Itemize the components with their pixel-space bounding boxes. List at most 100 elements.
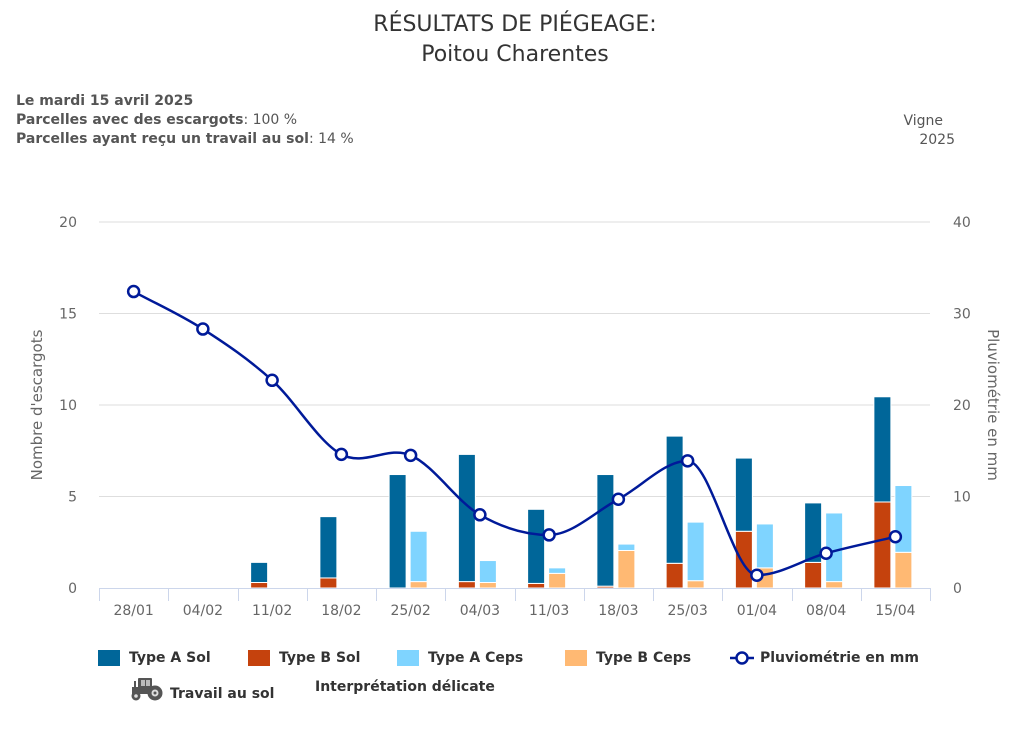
- x-tick-label: 18/02: [321, 603, 361, 619]
- bar-type-a-ceps: [755, 523, 774, 569]
- legend-item-type-a-ceps[interactable]: Type A Ceps: [397, 650, 523, 666]
- bar-type-a-ceps: [478, 560, 497, 584]
- rain-point: [403, 448, 418, 463]
- x-tick-label: 01/04: [737, 603, 777, 619]
- bar-type-a-sol: [457, 453, 476, 583]
- x-tick-label: 28/01: [113, 603, 153, 619]
- legend-item-type-b-sol[interactable]: Type B Sol: [248, 650, 360, 666]
- y-tick-label: 20: [59, 215, 77, 231]
- bar-type-a-sol: [527, 508, 546, 584]
- bar-type-b-ceps: [686, 580, 705, 589]
- bars: [250, 396, 913, 589]
- legend-label: Type A Sol: [129, 650, 211, 666]
- rain-point: [334, 447, 349, 462]
- rain-point: [265, 373, 279, 388]
- legend-swatch: [248, 650, 270, 666]
- bar-type-b-ceps: [825, 581, 844, 589]
- x-tick-label: 04/03: [460, 603, 500, 619]
- bar-type-a-sol: [734, 457, 753, 532]
- legend-swatch: [98, 650, 120, 666]
- y-axis-title: Nombre d'escargots: [28, 329, 46, 480]
- legend-label: Pluviométrie en mm: [760, 650, 919, 666]
- rain-line-path: [133, 290, 896, 577]
- x-tick-label: 25/03: [667, 603, 707, 619]
- bar-type-b-sol: [665, 562, 684, 589]
- legend-swatch: [565, 650, 587, 666]
- snails-label: Parcelles avec des escargots: [16, 112, 244, 128]
- bar-type-a-sol: [596, 474, 615, 587]
- legend-label: Type B Sol: [279, 650, 361, 666]
- rain-point: [196, 322, 210, 336]
- crop-block: Vigne 2025: [903, 112, 955, 150]
- legend-label: Type A Ceps: [428, 650, 524, 666]
- info-block: Le mardi 15 avril 2025 Parcelles avec de…: [16, 92, 354, 149]
- rain-point: [750, 568, 764, 582]
- bar-type-a-ceps: [686, 521, 705, 582]
- y2-axis-title: Pluviométrie en mm: [984, 329, 1002, 481]
- bar-type-b-ceps: [478, 582, 497, 589]
- bar-type-a-sol: [319, 516, 338, 579]
- rain-point: [542, 528, 556, 542]
- soil-work-label: Parcelles ayant reçu un travail au sol: [16, 131, 309, 147]
- chart-title: RÉSULTATS DE PIÉGEAGE:: [373, 12, 657, 37]
- legend-item-tractor[interactable]: Travail au sol: [128, 676, 274, 702]
- snails-value: : 100 %: [243, 112, 298, 128]
- bar-type-b-ceps: [548, 572, 567, 589]
- x-tick-label: 08/04: [806, 603, 846, 619]
- rain-point: [888, 530, 903, 544]
- bar-type-b-ceps: [409, 581, 428, 589]
- rain-point: [473, 508, 487, 522]
- y-tick-label: 15: [59, 307, 77, 323]
- rain-marker-icon: [730, 651, 754, 665]
- grid-lines: [99, 221, 930, 497]
- y-tick-label: 10: [59, 398, 77, 414]
- bar-type-b-sol: [457, 581, 476, 589]
- bar-type-b-sol: [319, 577, 338, 589]
- bar-type-a-ceps: [409, 530, 428, 583]
- y2-tick-label: 10: [953, 490, 971, 506]
- legend-item-note: Interprétation délicate: [315, 679, 495, 695]
- legend-item-type-b-ceps[interactable]: Type B Ceps: [565, 650, 691, 666]
- rain-point: [611, 492, 626, 506]
- bar-type-b-ceps: [617, 549, 636, 589]
- x-tick-label: 18/03: [598, 603, 638, 619]
- crop-name: Vigne: [903, 113, 943, 129]
- tractor-icon: [131, 678, 163, 701]
- bar-type-b-sol: [527, 582, 546, 589]
- axes: 0 5 10 15 20 0 10 20 30 40 Nombre d'escargots Pluvi…: [28, 215, 1002, 619]
- crop-year: 2025: [919, 132, 955, 148]
- chart-subtitle: Poitou Charentes: [421, 42, 609, 67]
- y2-tick-label: 0: [953, 581, 962, 597]
- bar-type-a-sol: [873, 396, 892, 503]
- rain-point: [126, 284, 141, 299]
- bar-type-a-sol: [388, 474, 407, 589]
- y2-tick-label: 30: [953, 307, 971, 323]
- bar-type-b-sol: [873, 501, 892, 589]
- legend-item-type-a-sol[interactable]: Type A Sol: [98, 650, 211, 666]
- bar-type-a-sol: [250, 561, 269, 584]
- bar-type-b-sol: [734, 530, 753, 589]
- bar-type-b-sol: [804, 561, 823, 589]
- legend-swatch: [397, 650, 419, 666]
- legend-item-rain[interactable]: Pluviométrie en mm: [730, 650, 919, 666]
- x-tick-label: 11/02: [252, 603, 292, 619]
- rain-point: [819, 546, 833, 560]
- bar-type-b-ceps: [894, 551, 913, 589]
- y2-tick-label: 20: [953, 398, 971, 414]
- bar-type-a-sol: [665, 435, 684, 564]
- x-tick-label: 04/02: [183, 603, 223, 619]
- rain-point: [680, 454, 695, 468]
- bar-type-a-ceps: [548, 567, 567, 574]
- y2-tick-label: 40: [953, 215, 971, 231]
- tractor-label: Travail au sol: [170, 686, 275, 702]
- soil-work-value: : 14 %: [308, 131, 354, 147]
- rain-line: [126, 284, 903, 582]
- y-tick-label: 5: [68, 490, 77, 506]
- bar-type-b-sol: [250, 582, 269, 589]
- x-tick-label: 25/02: [390, 603, 430, 619]
- y-tick-label: 0: [68, 581, 77, 597]
- chart-area: 0 5 10 15 20 0 10 20 30 40 Nombre d'escargots Pluvi…: [28, 215, 1002, 619]
- bar-type-a-ceps: [617, 543, 636, 551]
- x-tick-label: 11/03: [529, 603, 569, 619]
- date-label: Le mardi 15 avril 2025: [16, 93, 194, 109]
